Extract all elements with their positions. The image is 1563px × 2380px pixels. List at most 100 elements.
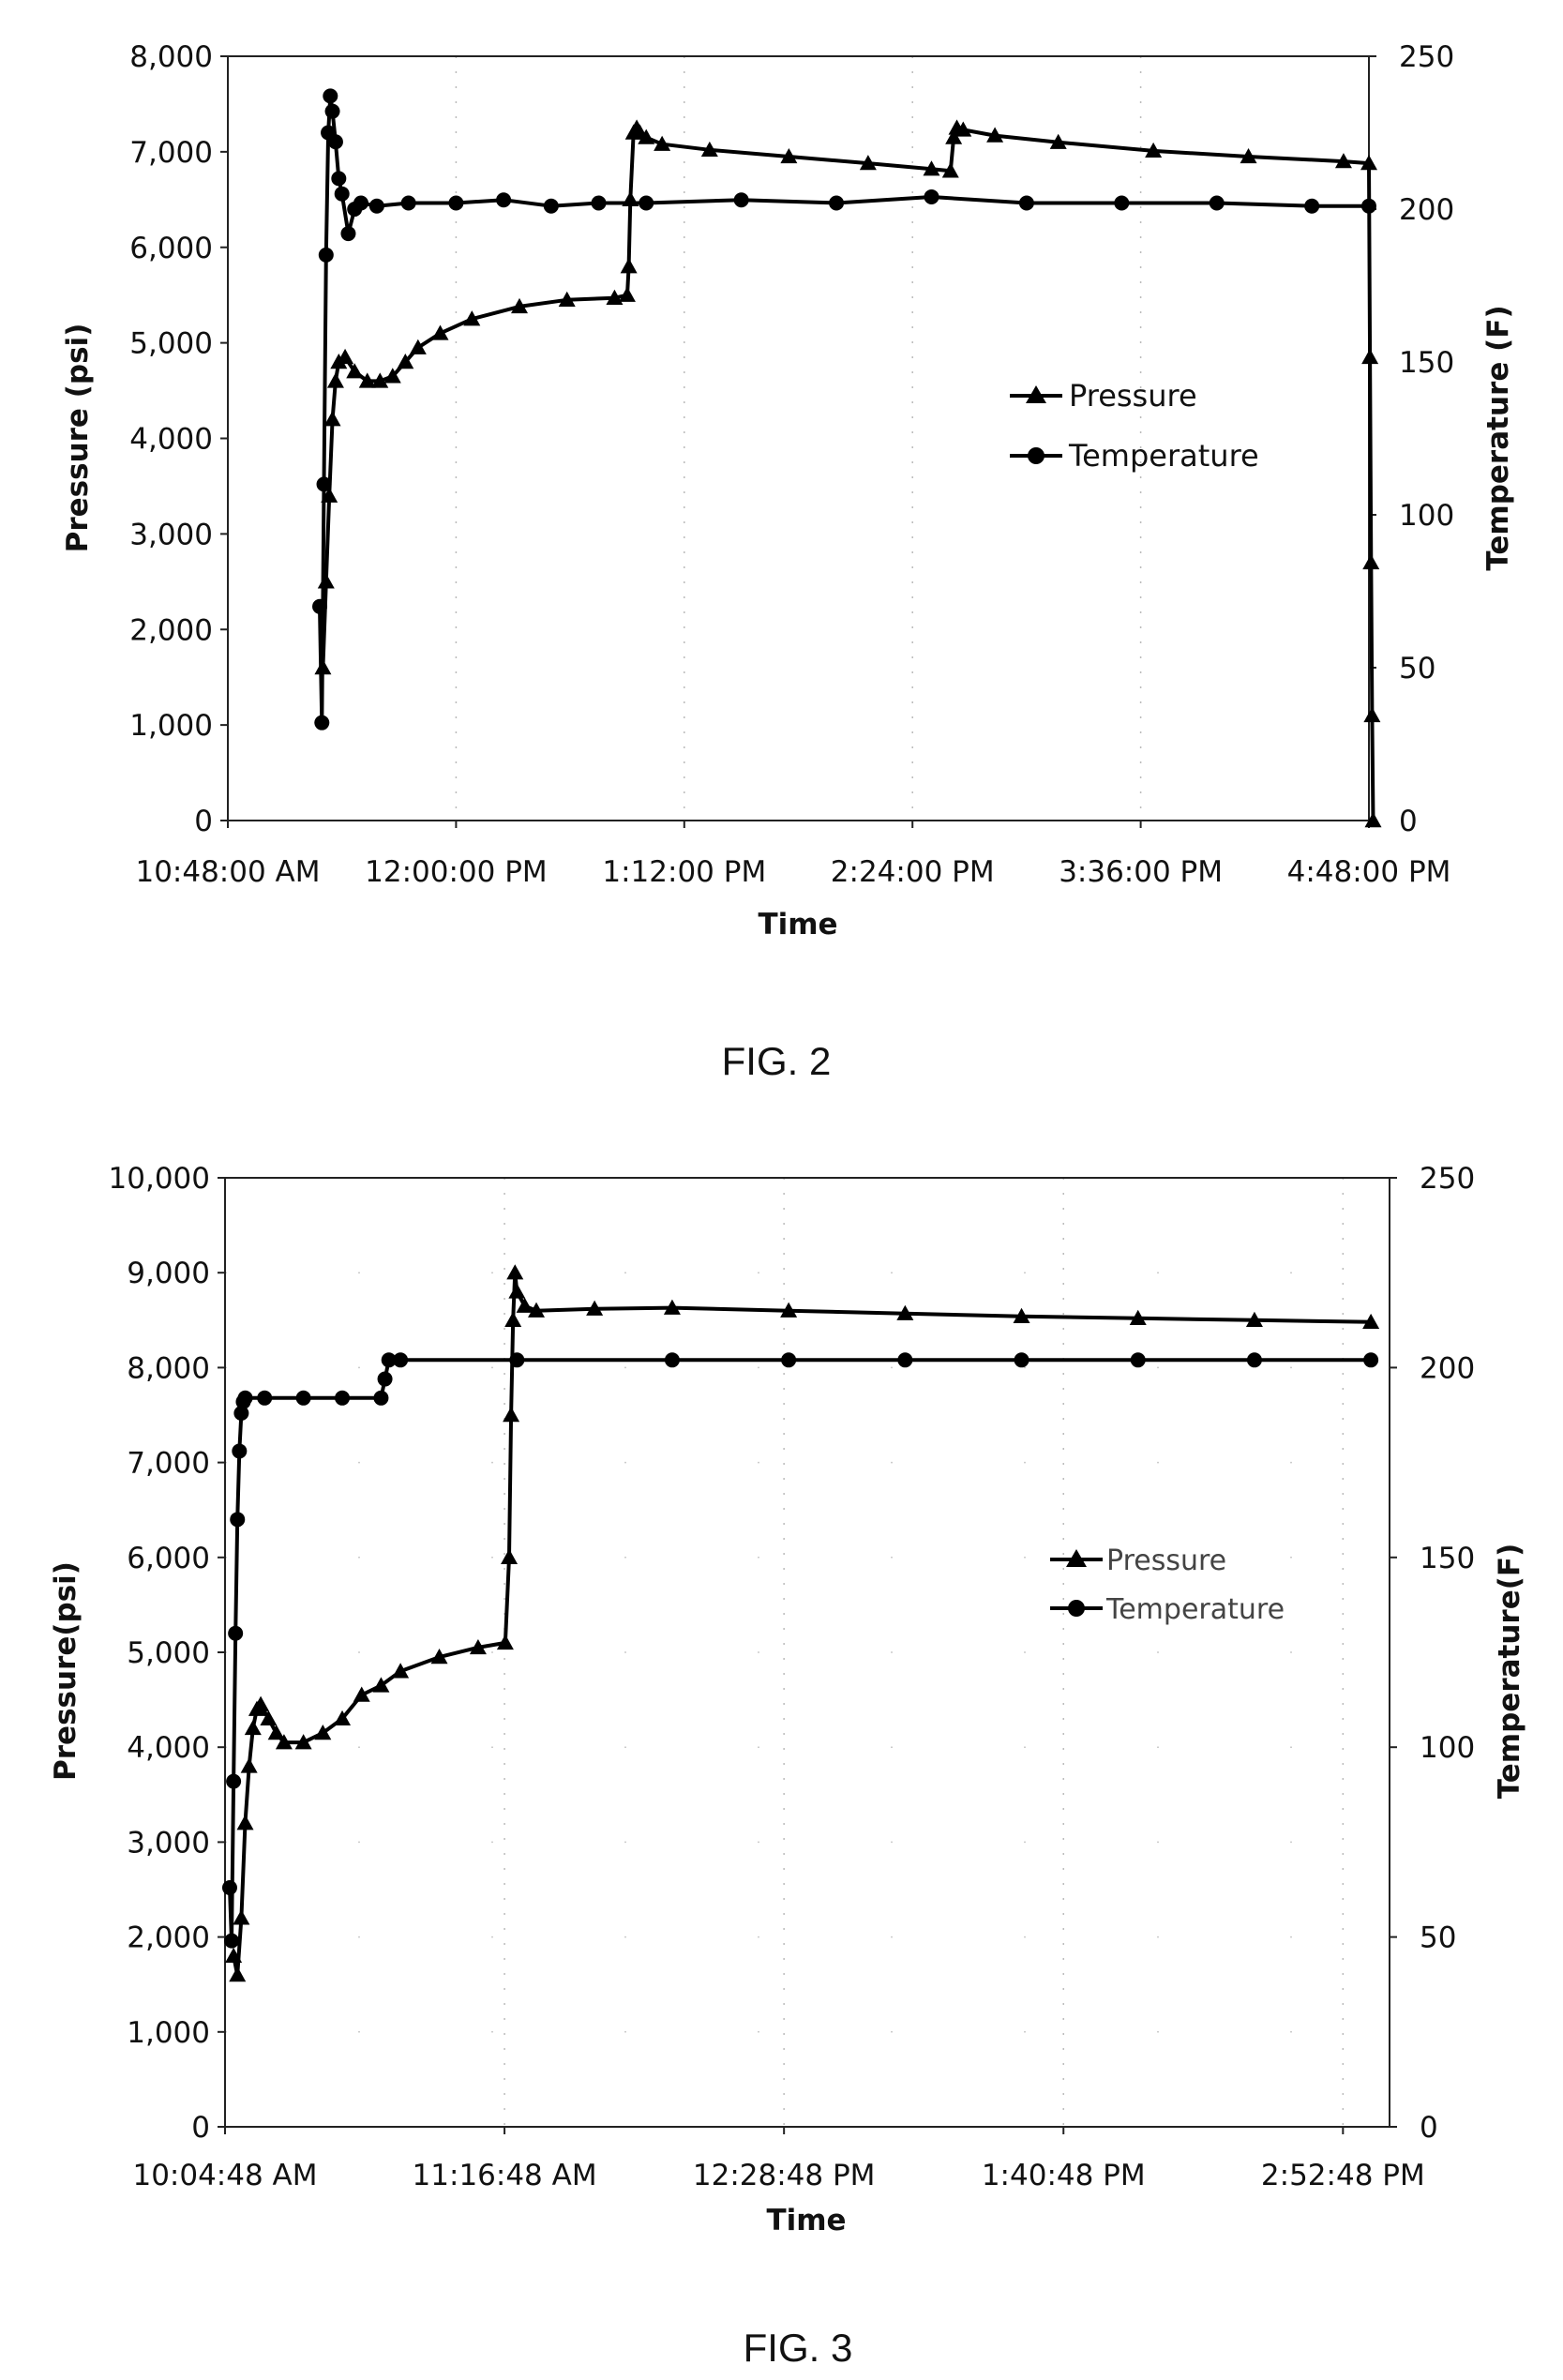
temperature-point [335,1390,351,1406]
temperature-point [381,1352,397,1368]
x-tick-label: 4:48:00 PM [1287,855,1451,889]
pressure-point [240,1757,258,1773]
chart-fig3-legend-pressure-label: Pressure [1106,1544,1226,1577]
temperature-point [312,598,328,614]
y-tick-label: 8,000 [127,1351,210,1385]
x-tick-label: 2:52:48 PM [1261,2159,1425,2192]
pressure-point [1361,348,1379,365]
y2-tick-label: 150 [1420,1542,1475,1575]
x-tick-label: 10:04:48 AM [132,2159,317,2192]
x-tick-label: 11:16:48 AM [413,2159,597,2192]
pressure-point [986,127,1004,143]
y-tick-label: 5,000 [127,1636,210,1670]
chart-fig2-series [312,88,1382,828]
temperature-point [393,1352,409,1368]
temperature-point [373,1390,389,1406]
temperature-point [316,476,332,492]
temperature-point [1114,195,1130,211]
pressure-point [294,1734,312,1750]
pressure-point [859,155,877,171]
temperature-point [924,188,939,204]
y2-tick-label: 200 [1420,1351,1475,1385]
temperature-point [232,1443,248,1459]
temperature-point [496,192,512,208]
y2-tick-label: 0 [1420,2111,1438,2145]
pressure-point [501,1548,518,1564]
temperature-point [368,198,384,214]
y-tick-label: 4,000 [127,1731,210,1765]
pressure-point [1360,155,1377,171]
pressure-point [663,1299,681,1315]
temperature-point [1246,1352,1262,1368]
pressure-point [945,128,963,144]
temperature-point [221,1879,237,1895]
temperature-point [226,1773,242,1789]
x-tick-label: 2:24:00 PM [831,855,995,889]
temperature-point [257,1390,273,1406]
pressure-point [528,1302,546,1318]
pressure-point [923,160,940,176]
temperature-point [897,1352,913,1368]
temperature-point [781,1352,797,1368]
y2-tick-label: 200 [1399,193,1454,227]
pressure-point [236,1815,254,1830]
chart-fig2-legend: Pressure Temperature [1010,378,1259,474]
pressure-point [780,1302,798,1318]
temperature-point [664,1352,680,1368]
temperature-point [324,103,340,119]
pressure-point [780,147,798,164]
pressure-point [383,368,401,384]
temperature-point [733,192,749,208]
temperature-point [1209,195,1225,211]
pressure-point [463,310,481,326]
temperature-point [233,1405,249,1421]
chart-fig2-x-axis-title: Time [758,908,837,941]
pressure-point [244,1719,262,1736]
pressure-point [275,1734,293,1750]
chart-fig3-y-axis-title: Pressure(psi) [49,1561,83,1781]
pressure-point [225,1947,243,1964]
temperature-point [1130,1352,1146,1368]
pressure-point [371,372,389,388]
x-tick-label: 10:48:00 AM [135,855,320,889]
temperature-point [1014,1352,1029,1368]
temperature-point [353,195,368,211]
pressure-point [372,1677,390,1693]
y2-tick-label: 250 [1420,1162,1475,1196]
pressure-point [896,1304,914,1320]
y-tick-label: 1,000 [129,709,213,743]
pressure-point [700,141,718,158]
x-tick-label: 3:36:00 PM [1059,855,1223,889]
chart-fig3-legend-temperature-label: Temperature [1105,1593,1285,1626]
x-tick-label: 1:12:00 PM [602,855,766,889]
pressure-point [1245,1311,1263,1327]
chart-fig2-y2-axis-title: Temperature (F) [1481,305,1515,570]
pressure-point [252,1695,270,1711]
pressure-point [337,348,354,365]
y2-tick-label: 50 [1399,652,1435,685]
temperature-point [323,88,338,104]
pressure-point [314,1725,332,1740]
temperature-point [1361,198,1376,214]
temperature-point [639,195,654,211]
y-tick-label: 7,000 [127,1447,210,1481]
x-tick-label: 12:28:48 PM [693,2159,876,2192]
chart-fig3-legend-pressure-swatch [1050,1549,1103,1567]
pressure-point [941,162,959,178]
pressure-point [1364,812,1382,828]
y2-tick-label: 250 [1399,40,1454,74]
chart-fig3-x-axis-title: Time [766,2204,846,2237]
pressure-point [508,1283,526,1299]
pressure-point [334,1710,352,1726]
chart-fig2-legend-pressure-swatch [1010,385,1062,403]
x-tick-label: 12:00:00 PM [365,855,548,889]
chart-fig3-series [221,1264,1380,1982]
pressure-point [1240,147,1257,164]
pressure-point [1362,1313,1380,1330]
pressure-point [317,573,335,589]
y-tick-label: 10,000 [109,1162,210,1196]
pressure-point [1129,1309,1147,1325]
y-tick-label: 8,000 [129,40,213,74]
pressure-point [1049,133,1067,149]
y-tick-label: 9,000 [127,1257,210,1290]
